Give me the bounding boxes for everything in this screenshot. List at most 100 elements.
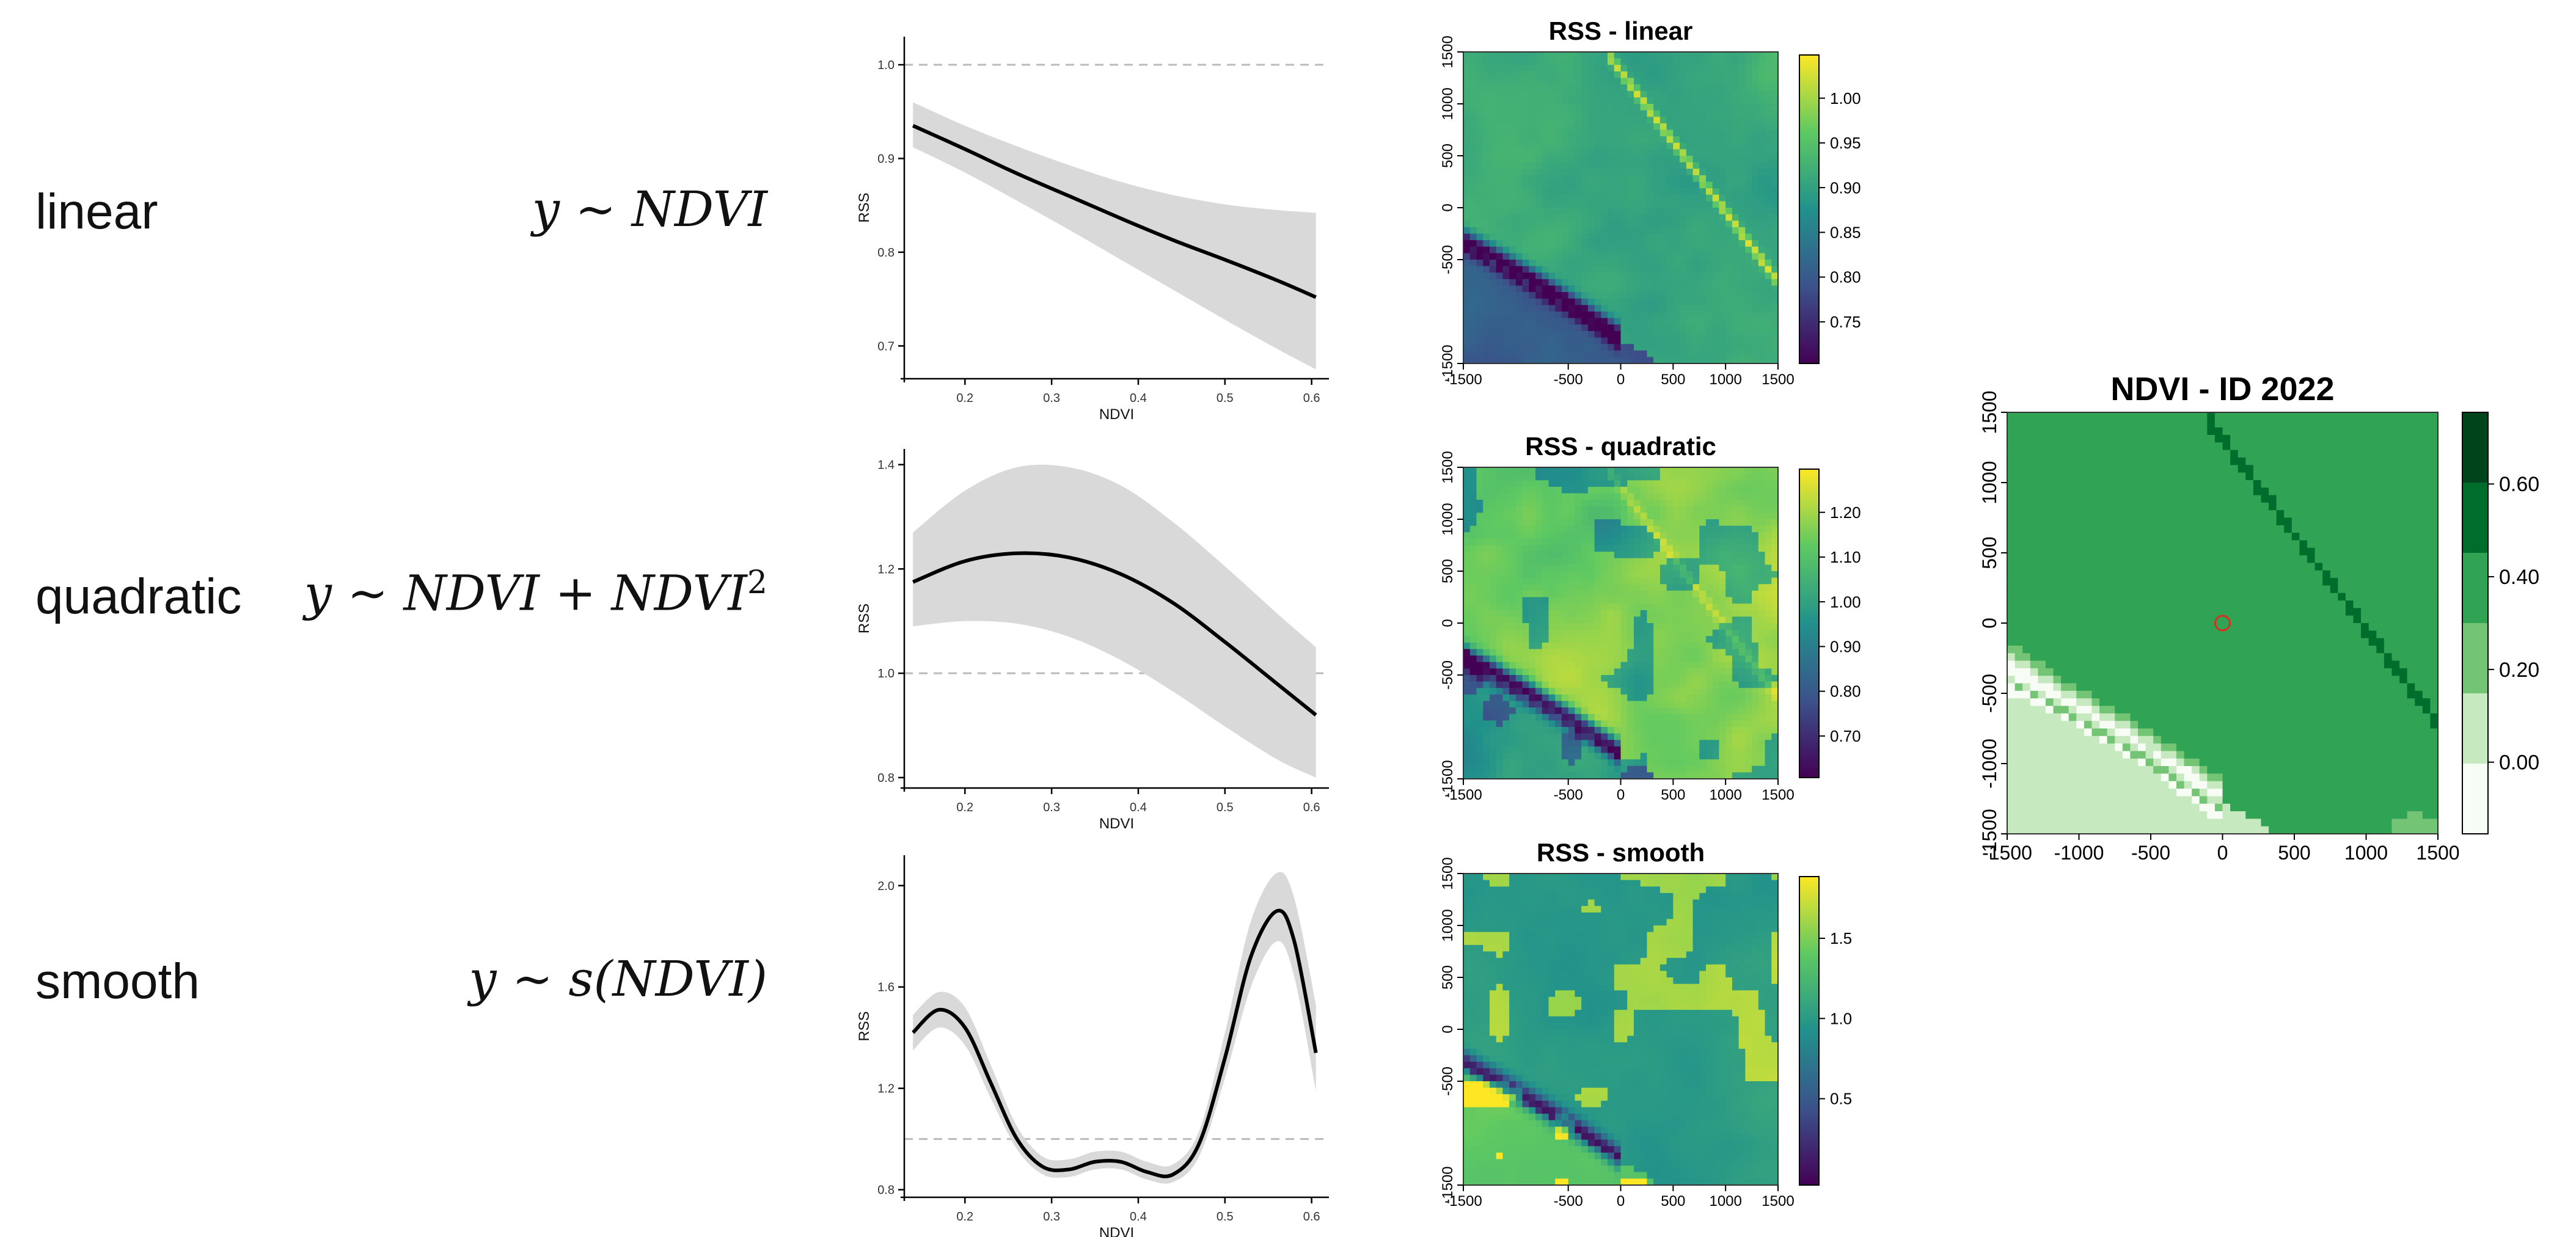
formula-smooth-text: y ~ s(NDVI) [469,951,767,1007]
map-y-tick-label: 0 [1440,1025,1456,1033]
map-raster [1463,467,1779,779]
map-x-tick-label: -1500 [1444,1193,1482,1210]
fitted-curve [912,551,1317,717]
map-x-tick-label: -1500 [1444,371,1482,388]
y-tick-label: 0.7 [877,340,895,353]
map-y-tick-label: 1500 [1440,35,1456,68]
colorbar-tick-label: 1.10 [1830,548,1861,566]
map-2: RSS - quadratic -1500-1500 -500 -500 0 0 500 50… [1440,432,1861,803]
colorbar-tick-label: 0.80 [1830,682,1861,701]
x-axis-label: NDVI [1099,406,1134,423]
fitted-curve [912,908,1318,1178]
map-x-tick-label: 1500 [1762,371,1794,388]
map-x-tick-label: 1000 [1709,371,1741,388]
map-x-tick-label: 0 [1617,1193,1625,1210]
x-tick-label: 0.6 [1303,801,1320,814]
x-tick-label: 0.5 [1217,801,1234,814]
map-title: RSS - quadratic [1525,432,1716,461]
colorbar: 0.60 0.40 0.20 0.00 [2462,412,2539,834]
map-y-tick-label: 1500 [1978,390,2000,434]
x-tick-label: 0.3 [1043,392,1060,405]
map-4: NDVI - ID 2022 -1500-1500 -1000 -1000 -500 -5… [1978,371,2539,864]
map-x-tick-label: 1500 [2416,842,2459,864]
map-x-tick-label: 0 [1617,371,1625,388]
map-y-tick-label: -1500 [1440,1166,1456,1203]
map-raster [1463,52,1779,364]
map-y-tick-label: 500 [1440,144,1456,168]
colorbar-tick-label: 1.00 [1830,593,1861,611]
row-label-smooth: smooth [35,954,200,1009]
map-x-tick-label: -500 [2131,842,2170,864]
colorbar-tick-label: 0.40 [2499,566,2539,589]
formula-quadratic-text: y ~ NDVI + NDVI [304,564,747,622]
map-y-tick-label: 1500 [1440,857,1456,889]
map-y-tick-label: 1000 [1440,909,1456,941]
formula-quadratic: y ~ NDVI + NDVI2 [304,564,767,622]
effect-plots: 0.2 0.3 0.4 0.5 0.6 0.7 0.8 0.9 1.0 NDVI RSS 0.2 0.3… [856,37,1329,1237]
map-title: RSS - linear [1549,16,1693,45]
map-title: NDVI - ID 2022 [2110,371,2334,407]
map-y-tick-label: 1000 [1978,461,2000,504]
formula-linear: y ~ NDVI [532,181,767,238]
x-tick-label: 0.4 [1130,392,1147,405]
map-y-tick-label: -500 [1440,245,1456,274]
map-y-tick-label: -500 [1978,674,2000,713]
fitted-curve [912,124,1317,299]
map-y-tick-label: -1000 [1978,739,2000,789]
map-y-tick-label: 0 [1440,203,1456,211]
map-y-tick-label: 500 [1978,536,2000,569]
map-y-tick-label: -500 [1440,1067,1456,1096]
map-x-tick-label: 500 [1661,787,1685,803]
map-x-tick-label: -1500 [1444,787,1482,803]
colorbar-tick-label: 0.85 [1830,223,1861,241]
colorbar-tick-label: 0.90 [1830,637,1861,655]
confidence-ribbon [913,872,1316,1184]
map-x-tick-label: -500 [1554,787,1583,803]
y-tick-label: 2.0 [877,880,895,893]
row-label-linear: linear [35,184,158,239]
map-y-tick-label: 500 [1440,559,1456,583]
colorbar-tick-label: 0.70 [1830,727,1861,745]
effect-plot-1: 0.2 0.3 0.4 0.5 0.6 0.7 0.8 0.9 1.0 NDVI RSS [856,37,1329,423]
map-y-tick-label: 0 [1440,619,1456,627]
y-tick-label: 1.2 [877,1082,895,1096]
x-tick-label: 0.3 [1043,1210,1060,1224]
x-tick-label: 0.3 [1043,801,1060,814]
confidence-ribbon [913,102,1316,370]
formula-quadratic-exponent: 2 [747,564,767,601]
map-y-tick-label: -1500 [1440,345,1456,382]
colorbar-tick-label: 1.20 [1830,503,1861,522]
map-y-tick-label: 1500 [1440,451,1456,483]
colorbar: 1.20 1.10 1.00 0.90 0.80 0.70 [1799,469,1861,778]
map-raster [1463,874,1779,1186]
map-y-tick-label: 1000 [1440,503,1456,535]
y-tick-label: 1.4 [877,459,895,472]
map-x-tick-label: -1500 [1982,842,2032,864]
map-x-tick-label: -500 [1554,371,1583,388]
colorbar-tick-label: 0.00 [2499,751,2539,775]
map-y-tick-label: -1500 [1440,760,1456,797]
colorbar-tick-label: 0.95 [1830,134,1861,152]
colorbar-tick-label: 0.5 [1830,1090,1852,1108]
y-tick-label: 1.6 [877,981,895,994]
x-tick-label: 0.5 [1217,1210,1234,1224]
y-tick-label: 0.8 [877,1184,895,1197]
map-x-tick-label: 1000 [1709,787,1741,803]
map-y-tick-label: 1000 [1440,87,1456,120]
colorbar-tick-label: 1.5 [1830,929,1852,947]
location-marker [2214,615,2231,632]
y-tick-label: 1.2 [877,563,895,576]
x-axis-label: NDVI [1099,1225,1134,1237]
row-label-quadratic: quadratic [35,569,242,624]
map-x-tick-label: 500 [2278,842,2310,864]
colorbar-tick-label: 0.80 [1830,268,1861,286]
x-tick-label: 0.2 [956,392,973,405]
y-axis-label: RSS [856,604,873,633]
map-y-tick-label: -500 [1440,660,1456,690]
map-raster [2007,412,2439,834]
colorbar-tick-label: 0.20 [2499,659,2539,682]
map-x-tick-label: 0 [2217,842,2228,864]
map-title: RSS - smooth [1537,838,1705,867]
formula-linear-text: y ~ NDVI [532,181,767,238]
